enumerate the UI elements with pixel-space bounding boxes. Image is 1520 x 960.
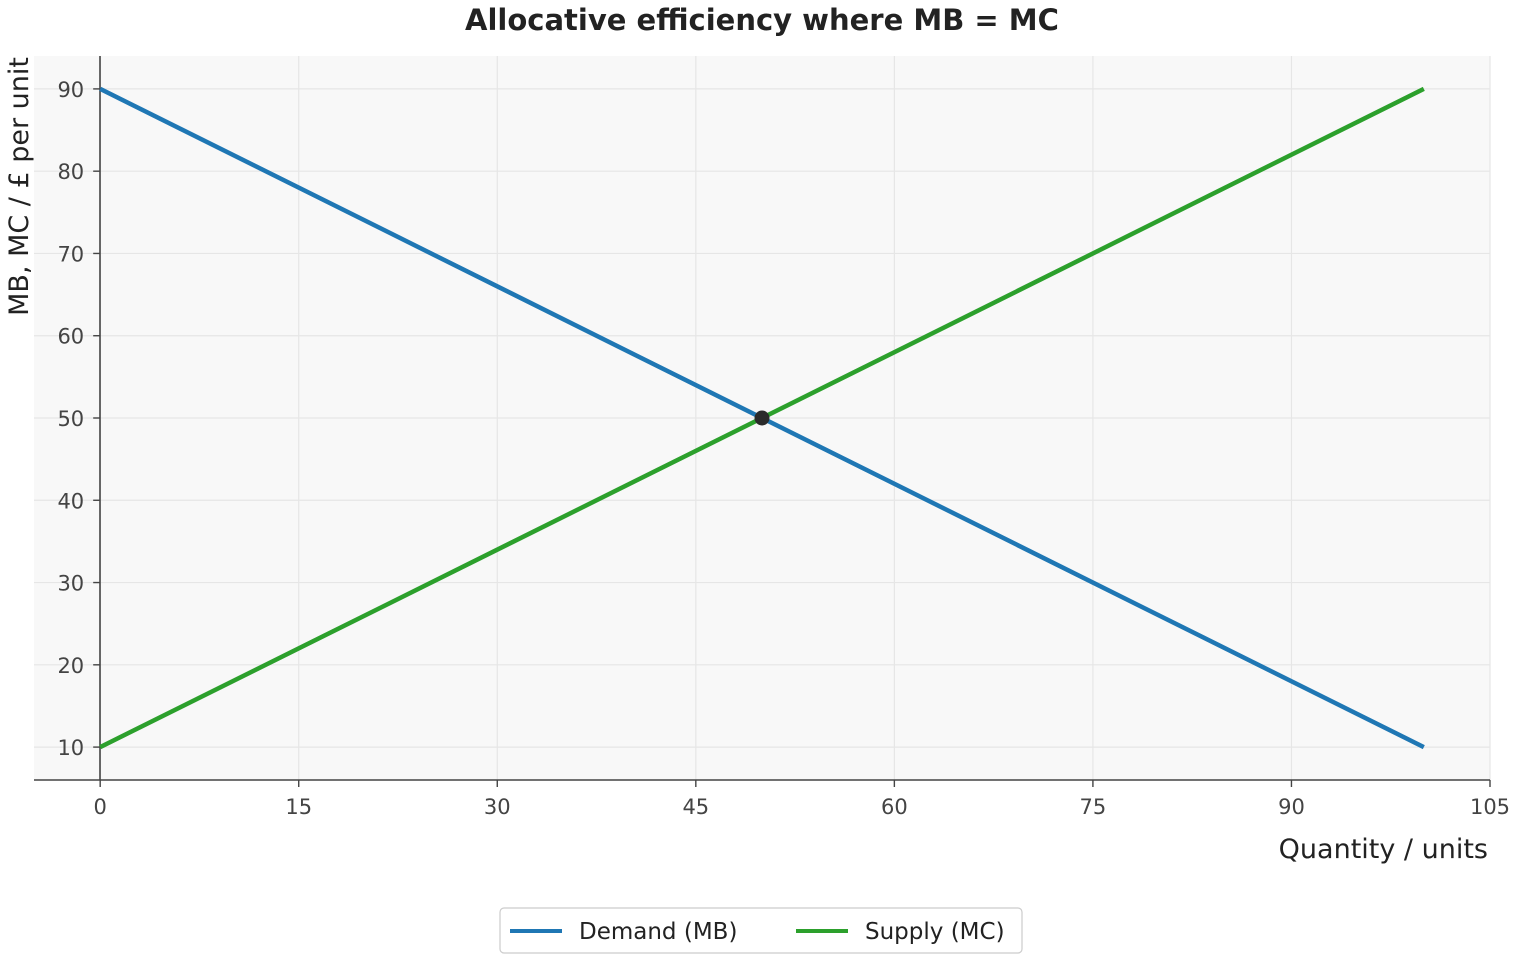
x-tick-label: 15 xyxy=(285,795,312,819)
equilibrium-point xyxy=(754,410,770,426)
x-ticks: 0 15 30 45 60 75 90 105 xyxy=(93,780,1510,819)
y-axis-label: MB, MC / £ per unit xyxy=(4,57,35,316)
y-tick-label: 50 xyxy=(57,407,84,431)
legend: Demand (MB) Supply (MC) xyxy=(499,907,1023,954)
y-tick-label: 20 xyxy=(57,654,84,678)
x-axis-label: Quantity / units xyxy=(1279,834,1488,865)
equilibrium-layer xyxy=(754,410,770,426)
legend-box xyxy=(499,907,1023,954)
chart-title: Allocative efficiency where MB = MC xyxy=(465,3,1059,37)
grid xyxy=(34,56,1491,780)
y-tick-label: 80 xyxy=(57,160,84,184)
y-tick-label: 30 xyxy=(57,572,84,596)
y-ticks: 10 20 30 40 50 60 70 80 90 xyxy=(57,78,101,760)
legend-demand-label: Demand (MB) xyxy=(579,919,737,945)
legend-supply-label: Supply (MC) xyxy=(865,919,1005,945)
x-tick-label: 75 xyxy=(1080,795,1107,819)
y-tick-label: 40 xyxy=(57,489,84,513)
x-tick-label: 90 xyxy=(1278,795,1305,819)
y-tick-label: 70 xyxy=(57,242,84,266)
x-tick-label: 105 xyxy=(1470,795,1510,819)
y-tick-label: 10 xyxy=(57,736,84,760)
x-tick-label: 0 xyxy=(93,795,106,819)
y-tick-label: 90 xyxy=(57,78,84,102)
x-tick-label: 45 xyxy=(682,795,709,819)
y-tick-label: 60 xyxy=(57,325,84,349)
x-tick-label: 60 xyxy=(881,795,908,819)
x-tick-label: 30 xyxy=(484,795,511,819)
